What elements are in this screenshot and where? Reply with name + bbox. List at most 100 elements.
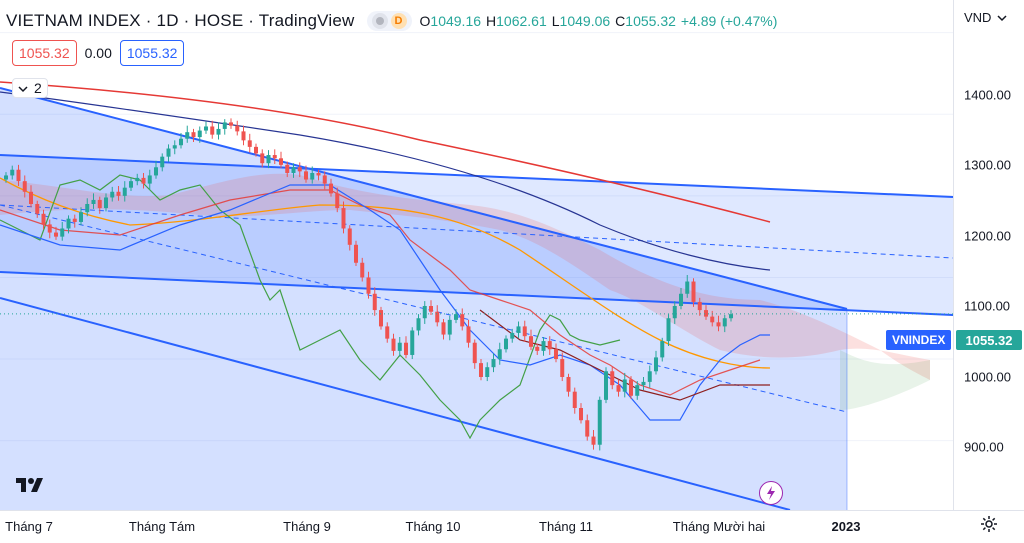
- candle-body: [204, 126, 208, 131]
- price-tick: 1100.00: [964, 298, 1011, 314]
- candle-body: [179, 138, 183, 146]
- candle-body: [597, 399, 602, 445]
- open-value: 1049.16: [430, 13, 482, 29]
- candle-body: [291, 167, 296, 173]
- regression-channel-fill: [0, 88, 847, 510]
- candle-body: [35, 204, 40, 214]
- candle-body: [72, 218, 77, 222]
- candle-body: [460, 314, 465, 327]
- candle-body: [516, 326, 521, 333]
- candle-body: [616, 385, 621, 392]
- candle-body: [385, 326, 390, 339]
- candle-body: [404, 342, 408, 355]
- candle-body: [585, 420, 590, 437]
- candle-body: [647, 371, 652, 382]
- candle-body: [329, 183, 333, 194]
- ohlc-values: O1049.16 H1062.61 L1049.06 C1055.32 +4.8…: [419, 13, 778, 29]
- price-axis[interactable]: VND 1400.00 1300.00 1200.00 1100.00 1000…: [953, 0, 1024, 510]
- candle-body: [510, 332, 515, 339]
- price-tick: 900.00: [964, 439, 1004, 455]
- candle-body: [566, 376, 571, 392]
- candle-body: [491, 359, 496, 368]
- last-price-tag: 1055.32: [956, 330, 1022, 350]
- candle-body: [697, 301, 702, 311]
- candle-body: [341, 208, 346, 229]
- candle-body: [422, 306, 427, 319]
- price-tick: 1000.00: [964, 369, 1011, 385]
- channel-midline-upper: [0, 204, 953, 259]
- candle-body: [610, 371, 615, 386]
- candle-body: [229, 122, 233, 126]
- candle-body: [172, 145, 177, 149]
- time-axis[interactable]: Tháng 7 Tháng Tám Tháng 9 Tháng 10 Tháng…: [0, 510, 1024, 543]
- market-status-pill[interactable]: D: [366, 11, 412, 31]
- time-label: Tháng 11: [539, 519, 593, 534]
- indicator-count: 2: [34, 80, 42, 96]
- channel-line-bottom: [0, 271, 953, 316]
- candle-body: [235, 125, 240, 132]
- candle-body: [479, 363, 483, 377]
- candle-body: [216, 128, 221, 135]
- candle-body: [504, 338, 508, 350]
- indicator-values-row: 1055.32 0.00 1055.32: [12, 40, 185, 66]
- candle-body: [322, 175, 327, 184]
- ichimoku-lagging-span: [0, 174, 621, 440]
- trend-line-lower: [0, 297, 791, 510]
- indicator-value-mid: 0.00: [84, 45, 112, 61]
- candle-body: [147, 175, 152, 184]
- trend-line-upper: [0, 87, 848, 310]
- candle-body: [29, 191, 33, 204]
- time-label: Tháng 7: [5, 519, 53, 534]
- candle-body: [191, 132, 196, 138]
- candle-body: [441, 322, 446, 335]
- price-tick: 1400.00: [964, 87, 1011, 103]
- candle-body: [604, 371, 608, 400]
- candle-body: [560, 359, 565, 377]
- lightning-icon[interactable]: [759, 481, 783, 505]
- candle-body: [429, 306, 433, 312]
- candle-body: [335, 193, 340, 209]
- change-value: +4.89 (+0.47%): [680, 13, 778, 29]
- candle-body: [79, 212, 83, 222]
- tradingview-logo[interactable]: [14, 472, 46, 496]
- ma-200-line: [0, 81, 771, 223]
- candle-body: [316, 172, 321, 176]
- chevron-down-icon: [18, 80, 28, 96]
- candle-body: [154, 167, 158, 176]
- chart-legend-header: VIETNAM INDEX · 1D · HOSE · TradingView …: [6, 8, 777, 34]
- candle-body: [710, 316, 715, 323]
- indicator-value-blue: 1055.32: [119, 40, 185, 66]
- candle-body: [285, 164, 290, 173]
- candle-body: [654, 357, 658, 372]
- candle-body: [635, 385, 640, 396]
- candle-body: [410, 330, 415, 355]
- candle-body: [522, 326, 527, 337]
- close-value: 1055.32: [625, 13, 676, 29]
- candle-body: [716, 322, 721, 327]
- candle-body: [397, 342, 402, 351]
- price-tick: 1200.00: [964, 228, 1011, 244]
- candle-body: [722, 318, 727, 327]
- ma-50-line: [0, 177, 771, 369]
- ma-100-line: [0, 91, 771, 271]
- candle-body: [354, 244, 358, 263]
- currency-selector[interactable]: VND: [964, 10, 1007, 25]
- candle-body: [579, 408, 583, 421]
- collapsed-indicators-toggle[interactable]: 2: [12, 78, 48, 98]
- chart-area[interactable]: [0, 0, 953, 510]
- candle-body: [41, 213, 46, 225]
- candle-body: [360, 262, 365, 278]
- candle-body: [347, 228, 352, 245]
- candle-body: [166, 148, 171, 157]
- price-chart[interactable]: [0, 0, 953, 510]
- candle-body: [691, 281, 696, 302]
- symbol-price-tag: VNINDEX: [886, 330, 952, 350]
- candle-body: [60, 228, 65, 237]
- symbol-title[interactable]: VIETNAM INDEX · 1D · HOSE · TradingView: [6, 11, 355, 30]
- gear-icon[interactable]: [980, 515, 998, 538]
- candle-body: [379, 310, 383, 327]
- candle-body: [66, 218, 71, 229]
- candle-body: [279, 158, 283, 165]
- candle-body: [485, 367, 490, 377]
- time-label: Tháng 9: [283, 519, 331, 534]
